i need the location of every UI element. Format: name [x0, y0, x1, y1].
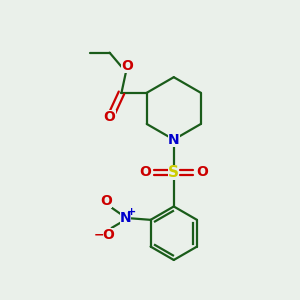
Text: O: O — [122, 59, 134, 73]
Text: −: − — [93, 229, 104, 242]
Text: N: N — [168, 133, 180, 147]
Text: N: N — [119, 212, 131, 225]
Text: S: S — [168, 165, 179, 180]
Text: O: O — [104, 110, 116, 124]
Text: O: O — [140, 165, 152, 179]
Text: +: + — [127, 207, 136, 217]
Text: O: O — [196, 165, 208, 179]
Text: O: O — [102, 228, 114, 242]
Text: O: O — [100, 194, 112, 208]
